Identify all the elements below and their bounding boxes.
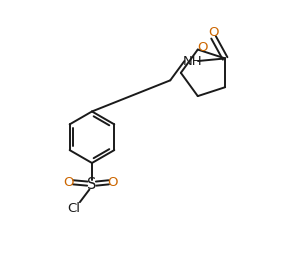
- Text: O: O: [208, 26, 219, 39]
- Text: O: O: [197, 41, 208, 54]
- Text: NH: NH: [183, 54, 203, 68]
- Text: Cl: Cl: [67, 202, 80, 215]
- Text: O: O: [63, 176, 74, 189]
- Text: S: S: [87, 177, 97, 192]
- Text: O: O: [107, 176, 118, 189]
